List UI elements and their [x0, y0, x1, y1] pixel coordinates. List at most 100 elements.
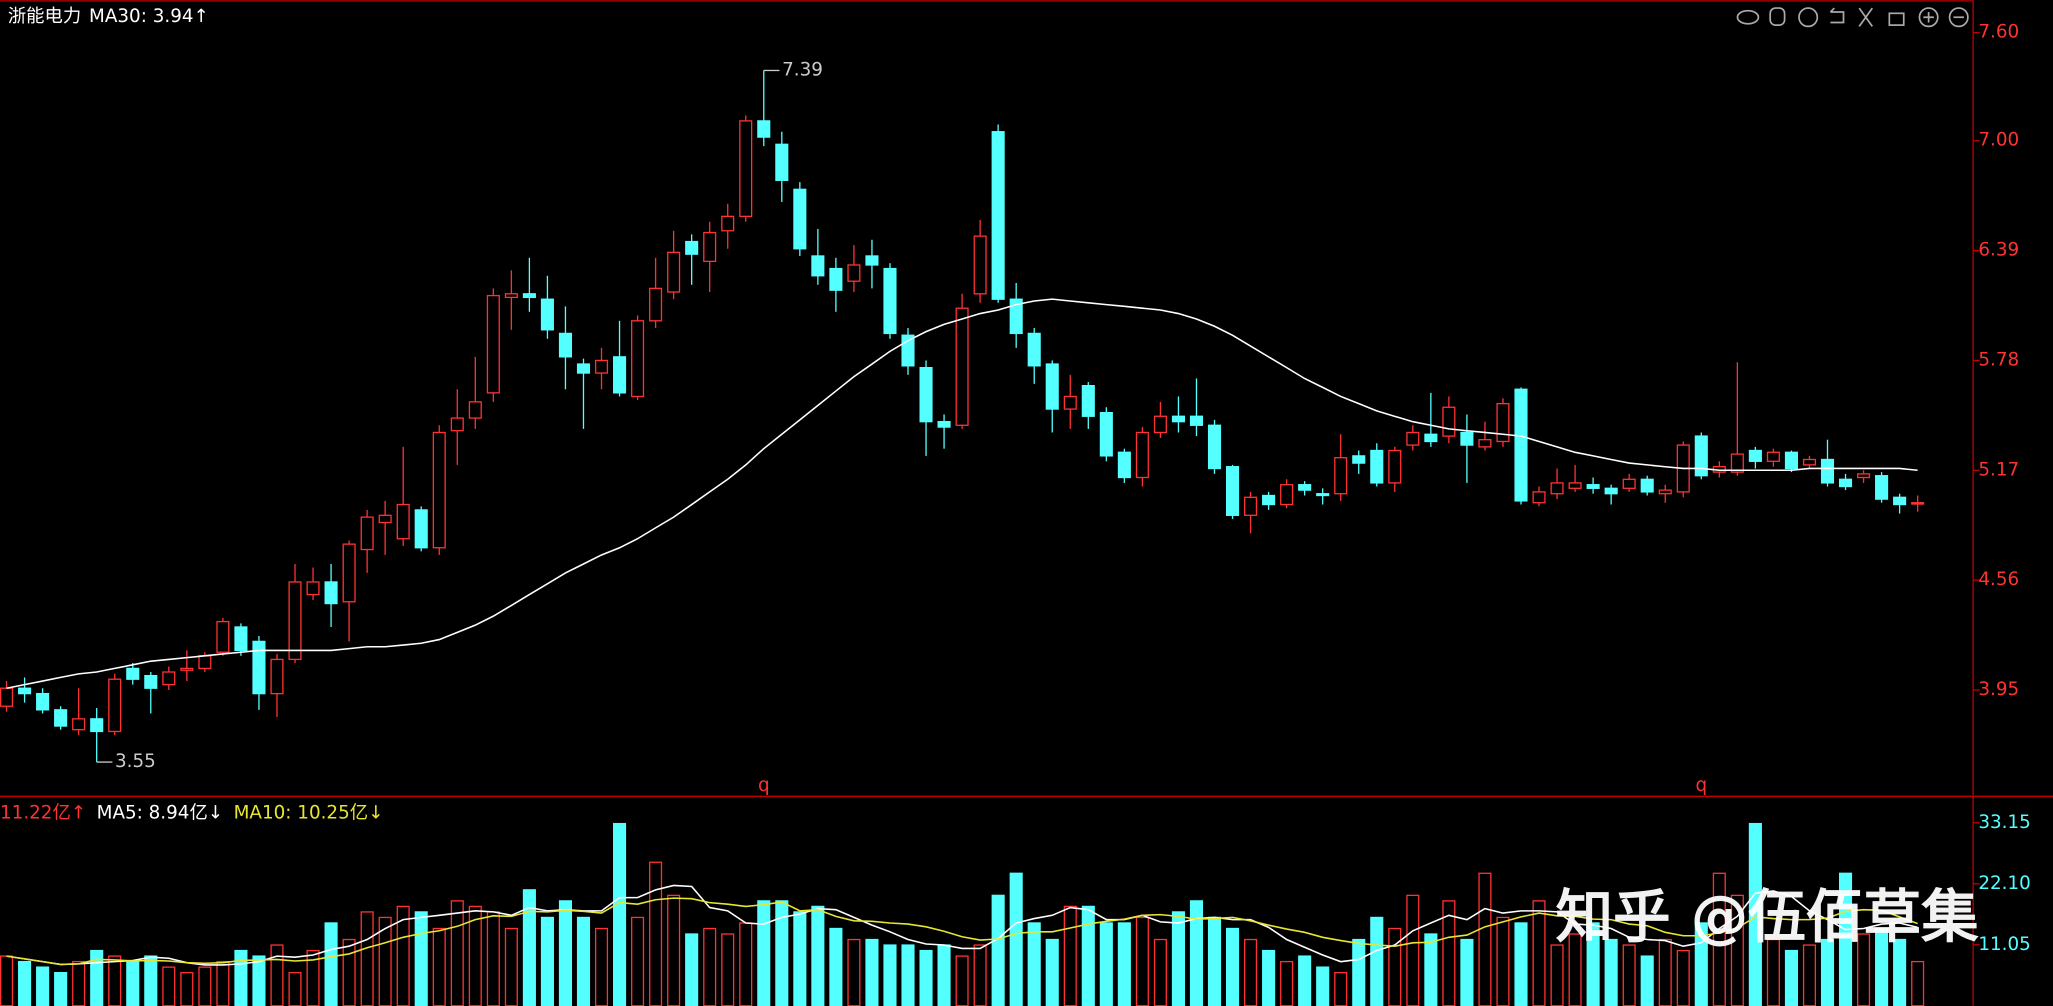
volume-bar [901, 944, 915, 1006]
candle-body [883, 267, 897, 335]
candle-body [1081, 384, 1095, 417]
y-tick-label: 7.60 [1978, 22, 2019, 43]
undo-icon[interactable] [1829, 7, 1845, 24]
volume-bar [594, 927, 609, 1006]
volume-bar [1802, 944, 1817, 1006]
volume-bar [1225, 927, 1240, 1006]
candle-body [0, 687, 14, 707]
candle-body [522, 293, 536, 299]
candle-body [108, 678, 122, 733]
volume-header: 11.22亿↑ MA5: 8.94亿↓ MA10: 10.25亿↓ [0, 802, 383, 823]
candle-body [1244, 496, 1258, 516]
volume-bar [288, 971, 302, 1006]
volume-bar [1081, 905, 1095, 1006]
candle-body [1207, 424, 1222, 470]
hand-icon[interactable] [1769, 7, 1786, 26]
candle-body [901, 334, 915, 367]
ma10-line [6, 897, 1918, 966]
volume-bar [757, 900, 771, 1006]
candle-body [558, 332, 572, 358]
volume-bar [360, 911, 374, 1006]
candle-body [1406, 431, 1420, 446]
candle-body [1334, 457, 1348, 495]
volume-bar [1207, 916, 1222, 1006]
candle-body [396, 503, 410, 540]
marker: q [758, 775, 770, 796]
ma10-label: MA10: 10.25亿↓ [234, 802, 384, 823]
eye-icon[interactable] [1736, 9, 1760, 25]
watermark: 知乎 @伍佰草集 [1555, 883, 1979, 950]
volume-bar [955, 955, 969, 1006]
volume-bar [270, 944, 284, 1006]
volume-bar [1640, 955, 1654, 1006]
candle-body [378, 514, 392, 524]
candle-body [1009, 298, 1023, 335]
candle-body [1550, 482, 1564, 495]
candle-body [1442, 406, 1456, 437]
candle-body [1893, 496, 1907, 506]
volume-bar [612, 822, 627, 1006]
volume-bar [1352, 938, 1366, 1006]
lock-icon[interactable] [1888, 12, 1905, 26]
candle-body [270, 658, 284, 695]
volume-bar [883, 944, 897, 1006]
plot: 7.60 7.00 6.39 5.78 5.17 4.56 3.95 7.39 3.55 q q 33… [0, 22, 2031, 1006]
candle-body [540, 298, 554, 331]
volume-bar [36, 966, 50, 1006]
volume-bar [180, 971, 194, 1006]
volume-bar [1550, 944, 1564, 1006]
y-tick-label: 33.15 [1978, 812, 2030, 833]
ma5-line [6, 884, 1918, 966]
candle-body [576, 363, 591, 374]
candle-body [1262, 494, 1276, 506]
candle-body [685, 240, 699, 255]
volume-bar [1911, 960, 1925, 1006]
candle-body [1153, 415, 1167, 434]
volume-bar [0, 955, 14, 1006]
volume-bar [631, 916, 645, 1006]
candle-body [324, 581, 338, 605]
zoom-out-icon[interactable] [1948, 7, 1969, 28]
candle-body [1568, 482, 1582, 489]
y-tick-label: 4.56 [1978, 569, 2019, 590]
candle-body [90, 718, 104, 733]
candle-body [1802, 458, 1817, 466]
candle-body [432, 431, 446, 549]
candle-body [1063, 395, 1077, 410]
candle-body [198, 655, 212, 670]
candle-body [1658, 489, 1672, 495]
volume-bar [414, 911, 428, 1006]
candle-body [1784, 451, 1798, 470]
candle-body [793, 188, 807, 250]
volume-bar [811, 905, 825, 1006]
volume-bar [126, 960, 140, 1006]
volume-bar [558, 900, 572, 1006]
volume-bar [937, 944, 951, 1006]
candle-body [414, 509, 428, 549]
candle-body [288, 581, 302, 661]
candle-body [1496, 403, 1510, 443]
volume-bar [919, 949, 933, 1006]
y-tick-label: 5.78 [1978, 349, 2019, 370]
stock-name: 浙能电力 [8, 6, 81, 27]
candle-body [1298, 484, 1312, 491]
candle-body [667, 251, 681, 293]
volume-bar [793, 911, 807, 1006]
zoom-in-icon[interactable] [1918, 7, 1939, 28]
play-icon[interactable] [1798, 7, 1819, 28]
volume-bar [1424, 933, 1438, 1006]
cut-icon[interactable] [1858, 7, 1874, 27]
y-tick-label: 7.00 [1978, 130, 2019, 151]
ma5-label: MA5: 8.94亿↓ [97, 802, 224, 823]
volume-bar [1784, 949, 1798, 1006]
volume-bar [991, 894, 1005, 1006]
volume-bar [1244, 938, 1258, 1006]
volume-bar [144, 955, 158, 1006]
volume-bar [450, 900, 464, 1006]
candle-body [1424, 433, 1438, 443]
candle-body [973, 235, 987, 295]
volume-bar [1099, 922, 1113, 1006]
volume-bar [234, 949, 248, 1006]
